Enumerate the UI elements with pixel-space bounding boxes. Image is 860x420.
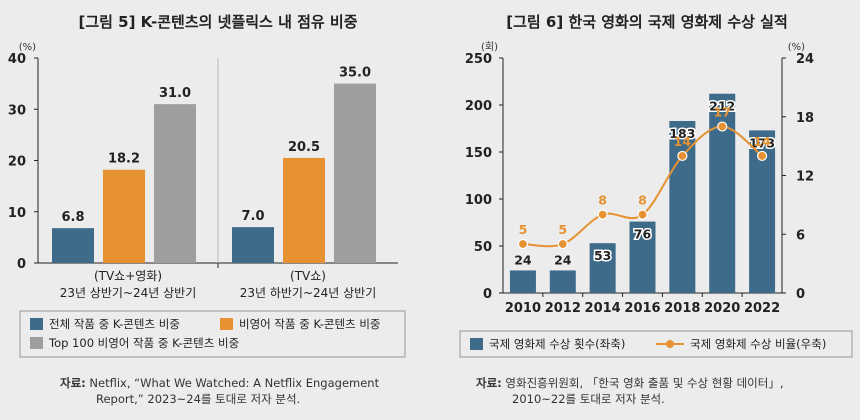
y-right-tick-label: 12 (796, 170, 814, 185)
bar-data-label: 76 (634, 227, 652, 242)
legend-box (19, 310, 406, 358)
legend-swatch (30, 337, 43, 349)
bar-data-label: 212 (709, 99, 735, 114)
x-tick-label: 2010 (505, 301, 541, 316)
legend-line-marker (666, 340, 674, 348)
bar (52, 228, 94, 263)
legend-box (459, 330, 853, 358)
line-data-label: 17 (714, 105, 731, 120)
chart-title: [그림 6] 한국 영화의 국제 영화제 수상 실적 (506, 13, 788, 31)
bar (334, 83, 376, 263)
chart-title: [그림 5] K-콘텐츠의 넷플릭스 내 점유 비중 (78, 13, 357, 31)
bar-data-label: 183 (669, 126, 695, 141)
line-data-label: 8 (638, 193, 647, 208)
bar (154, 104, 196, 263)
y-tick-label: 20 (8, 155, 26, 170)
line-point (517, 238, 529, 250)
legend-label: 비영어 작품 중 K-콘텐츠 비중 (239, 317, 381, 331)
line-point (756, 150, 768, 162)
y-axis-unit: (%) (19, 42, 36, 53)
bar (103, 169, 145, 263)
source-line-1: 영화진흥위원회, 「한국 영화 출품 및 수상 현황 데이터」, (505, 376, 784, 390)
bar (669, 120, 696, 293)
y-left-tick-label: 100 (465, 193, 492, 208)
data-label: 31.0 (159, 86, 191, 101)
data-label: 7.0 (241, 209, 264, 224)
x-tick-label: 2018 (664, 301, 700, 316)
line-data-label: 5 (558, 222, 567, 237)
x-tick-label: 2014 (585, 301, 621, 316)
y-right-tick-label: 24 (796, 52, 814, 67)
y-axis-left-unit: (회) (481, 41, 498, 53)
x-category-label: 23년 상반기~24년 상반기 (60, 286, 197, 300)
y-left-tick-label: 0 (483, 287, 492, 302)
y-axis-right-unit: (%) (788, 42, 805, 53)
source-line-2: Report,” 2023~24를 토대로 저자 분석. (96, 392, 301, 406)
bar-data-label: 173 (749, 135, 775, 150)
legend-swatch (30, 318, 43, 330)
y-tick-label: 30 (8, 103, 26, 118)
y-left-tick-label: 50 (474, 240, 492, 255)
source-line-2: 2010~22를 토대로 저자 분석. (512, 392, 665, 406)
bar (232, 227, 274, 263)
legend-label: Top 100 비영어 작품 중 K-콘텐츠 비중 (48, 336, 239, 350)
bar-data-label: 53 (594, 248, 611, 263)
x-tick-label: 2020 (704, 301, 740, 316)
charts-svg: [그림 5] K-콘텐츠의 넷플릭스 내 점유 비중 (%) 0 10 20 30 40 6.… (8, 13, 853, 358)
y-tick-label: 40 (8, 52, 26, 67)
bar (549, 270, 576, 293)
line-data-label: 5 (519, 222, 528, 237)
source-label: 자료: (476, 376, 502, 390)
legend-swatch (470, 338, 483, 350)
source-label: 자료: (60, 376, 86, 390)
y-left-tick-label: 200 (465, 99, 492, 114)
line-data-label: 14 (674, 134, 692, 149)
x-tick-label: 2012 (545, 301, 581, 316)
bar-data-label: 24 (554, 252, 572, 267)
data-label: 20.5 (288, 140, 320, 155)
x-category-label: (TV쇼+영화) (94, 269, 162, 283)
y-right-tick-label: 0 (796, 287, 805, 302)
line-point (677, 150, 688, 162)
y-right-tick-label: 18 (796, 111, 814, 126)
bar (283, 157, 325, 263)
bar (509, 270, 536, 293)
data-label: 35.0 (339, 66, 371, 81)
source-line-1: Netflix, “What We Watched: A Netflix Eng… (89, 376, 380, 390)
data-label: 6.8 (61, 210, 84, 225)
y-tick-label: 0 (17, 257, 26, 272)
line-data-label: 8 (598, 193, 607, 208)
bar (629, 221, 656, 293)
bar-data-label: 24 (514, 252, 532, 267)
line-data-label: 14 (753, 134, 771, 149)
line-point (597, 209, 608, 220)
y-left-tick-label: 150 (465, 146, 492, 161)
source-note-fig6: 자료: 영화진흥위원회, 「한국 영화 출품 및 수상 현황 데이터」, 201… (476, 375, 784, 407)
legend-label: 국제 영화제 수상 비율(우축) (690, 337, 826, 351)
data-label: 18.2 (108, 152, 140, 167)
line-point (557, 238, 568, 250)
y-right-tick-label: 6 (796, 228, 805, 243)
x-tick-label: 2022 (744, 301, 780, 316)
legend-swatch (220, 318, 233, 330)
x-category-label: 23년 하반기~24년 상반기 (240, 286, 377, 300)
y-tick-label: 10 (8, 206, 26, 221)
line-point (717, 121, 728, 132)
x-tick-label: 2016 (624, 301, 660, 316)
line-point (637, 209, 648, 220)
y-left-tick-label: 250 (465, 52, 492, 67)
x-category-label: (TV쇼) (290, 269, 326, 283)
legend-label: 전체 작품 중 K-콘텐츠 비중 (49, 317, 180, 331)
legend-label: 국제 영화제 수상 횟수(좌축) (489, 337, 625, 351)
bar (589, 243, 616, 293)
source-note-fig5: 자료: Netflix, “What We Watched: A Netflix… (60, 375, 379, 407)
